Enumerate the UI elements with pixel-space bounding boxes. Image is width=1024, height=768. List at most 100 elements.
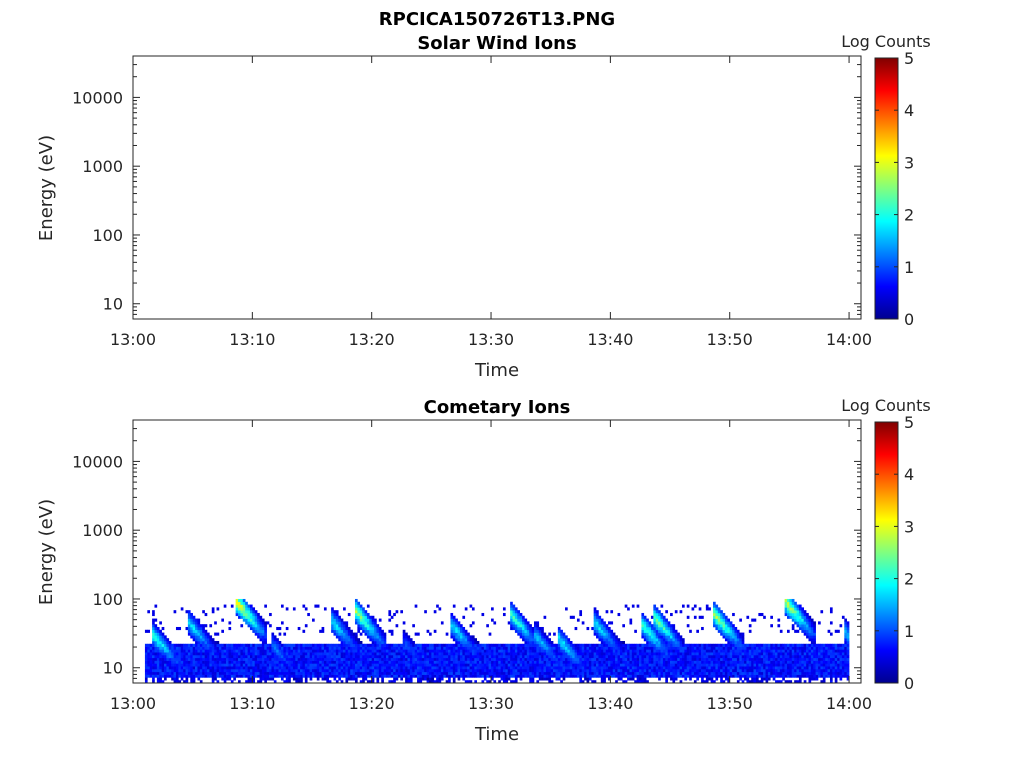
heatmap-cell — [643, 615, 647, 619]
y-tick-label: 1000 — [82, 157, 123, 176]
heatmap-cell — [495, 671, 499, 675]
heatmap-cell — [457, 621, 461, 625]
heatmap-cell — [209, 640, 213, 645]
heatmap-cell — [192, 643, 196, 647]
heatmap-cell — [555, 666, 559, 670]
heatmap-cell — [390, 646, 394, 650]
heatmap-cell — [226, 666, 229, 670]
heatmap-cell — [767, 654, 771, 659]
heatmap-cell — [276, 666, 279, 670]
heatmap-cell — [593, 657, 597, 661]
heatmap-cell — [536, 674, 540, 678]
heatmap-cell — [481, 612, 485, 617]
heatmap-cell — [765, 666, 769, 670]
heatmap-cell — [426, 629, 430, 633]
heatmap-cell — [767, 652, 771, 656]
heatmap-cell — [617, 612, 621, 617]
heatmap-cell — [665, 649, 668, 653]
heatmap-cell — [710, 680, 714, 684]
heatmap-cell — [211, 680, 215, 684]
heatmap-cell — [600, 626, 604, 631]
y-tick-label: 100 — [92, 226, 123, 245]
heatmap-cell — [686, 666, 690, 670]
heatmap-cell — [517, 652, 520, 656]
heatmap-cell — [624, 660, 628, 664]
heatmap-cell — [195, 654, 198, 659]
heatmap-cell — [328, 652, 332, 656]
heatmap-cell — [283, 654, 287, 659]
heatmap-cell — [354, 674, 358, 678]
heatmap-cell — [763, 652, 766, 656]
heatmap-cell — [646, 652, 649, 656]
heatmap-cell — [369, 638, 372, 642]
heatmap-cell — [772, 663, 776, 667]
heatmap-cell — [307, 649, 310, 653]
heatmap-cell — [345, 660, 349, 664]
heatmap-cell — [242, 663, 246, 667]
heatmap-cell — [698, 646, 702, 650]
heatmap-cell — [338, 649, 341, 653]
heatmap-cell — [650, 638, 654, 642]
heatmap-cell — [354, 677, 358, 681]
heatmap-cell — [424, 649, 427, 653]
heatmap-cell — [746, 671, 750, 675]
heatmap-cell — [806, 671, 809, 675]
heatmap-cell — [579, 657, 583, 661]
heatmap-cell — [550, 654, 554, 659]
heatmap-cell — [259, 668, 263, 673]
heatmap-cell — [185, 610, 189, 614]
heatmap-cell — [658, 668, 661, 673]
heatmap-cell — [288, 671, 291, 675]
heatmap-cell — [588, 643, 592, 647]
heatmap-cell — [794, 629, 797, 633]
heatmap-cell — [622, 652, 625, 656]
heatmap-cell — [636, 680, 640, 684]
heatmap-cell — [414, 671, 418, 675]
heatmap-cell — [779, 643, 783, 647]
heatmap-cell — [457, 629, 461, 633]
heatmap-cell — [350, 677, 353, 681]
heatmap-cell — [510, 652, 513, 656]
heatmap-cell — [770, 663, 773, 667]
heatmap-cell — [522, 660, 525, 664]
heatmap-cell — [347, 640, 351, 645]
heatmap-cell — [555, 677, 559, 681]
heatmap-cell — [443, 671, 446, 675]
heatmap-cell — [672, 626, 676, 631]
heatmap-cell — [526, 643, 530, 647]
heatmap-cell — [569, 660, 573, 664]
heatmap-cell — [808, 677, 812, 681]
heatmap-cell — [216, 663, 220, 667]
heatmap-cell — [491, 649, 494, 653]
heatmap-cell — [505, 680, 509, 684]
heatmap-cell — [798, 671, 802, 675]
heatmap-cell — [596, 629, 599, 633]
heatmap-cell — [665, 666, 668, 670]
heatmap-cell — [238, 654, 241, 659]
heatmap-cell — [803, 626, 807, 631]
heatmap-cell — [607, 632, 611, 636]
heatmap-cell — [412, 674, 415, 678]
heatmap-cell — [417, 649, 420, 653]
heatmap-cell — [257, 663, 260, 667]
heatmap-cell — [679, 668, 683, 673]
heatmap-cell — [471, 660, 475, 664]
heatmap-cell — [519, 657, 523, 661]
heatmap-cell — [796, 660, 800, 664]
heatmap-cell — [271, 649, 275, 653]
heatmap-cell — [319, 652, 322, 656]
heatmap-cell — [641, 643, 645, 647]
heatmap-cell — [634, 671, 637, 675]
heatmap-cell — [555, 652, 559, 656]
heatmap-cell — [670, 654, 673, 659]
heatmap-cell — [364, 615, 368, 619]
heatmap-cell — [574, 626, 578, 631]
heatmap-cell — [600, 638, 604, 642]
heatmap-cell — [593, 618, 597, 622]
heatmap-cell — [171, 663, 174, 667]
heatmap-cell — [460, 663, 463, 667]
heatmap-cell — [452, 621, 456, 625]
heatmap-cell — [655, 607, 659, 611]
heatmap-cell — [753, 649, 757, 653]
heatmap-cell — [555, 668, 559, 673]
